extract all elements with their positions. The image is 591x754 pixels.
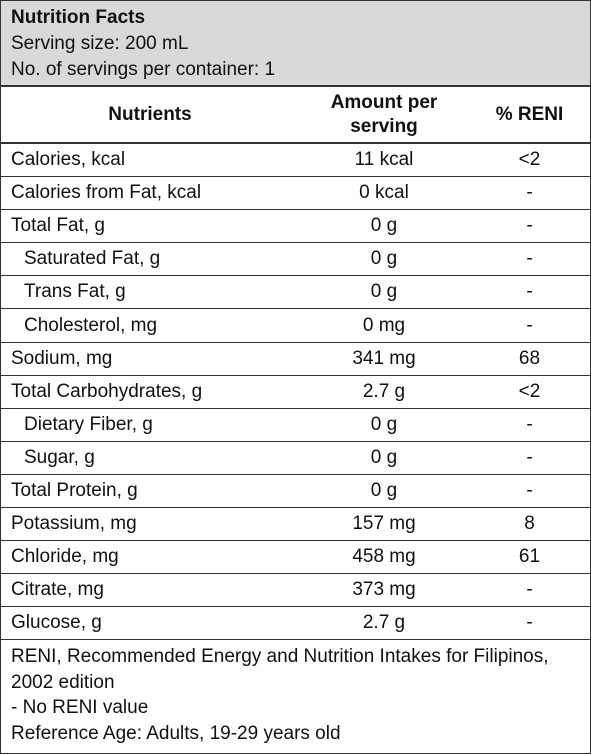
nutrient: Glucose, g <box>11 612 102 634</box>
footnote: RENI, Recommended Energy and Nutrition I… <box>11 646 549 693</box>
nutrient: Saturated Fat, g <box>24 248 161 270</box>
reni: - <box>526 446 533 468</box>
column-header: % RENI <box>495 103 564 125</box>
nutrient: Potassium, mg <box>11 513 137 535</box>
amount: 0 mg <box>362 314 406 336</box>
column-header: Nutrients <box>108 103 192 125</box>
nutrient: Sugar, g <box>24 446 95 468</box>
amount: 2.7 g <box>362 612 406 634</box>
amount: 458 mg <box>352 546 416 568</box>
table-row: Citrate, mg 373 mg - <box>1 574 590 608</box>
nutrient: Citrate, mg <box>11 579 104 601</box>
serving-size: Serving size: 200 mL <box>11 33 189 54</box>
table-row: Total Fat, g 0 g - <box>1 210 590 244</box>
nutrient: Dietary Fiber, g <box>24 413 153 435</box>
servings-per-container: No. of servings per container: 1 <box>11 59 276 80</box>
nutrient: Cholesterol, mg <box>24 314 158 336</box>
reni: 68 <box>518 347 541 369</box>
reni: 61 <box>518 546 541 568</box>
reni: - <box>526 248 533 270</box>
reni: - <box>526 281 533 303</box>
table-row: Potassium, mg 157 mg 8 <box>1 508 590 542</box>
reni: - <box>526 314 533 336</box>
amount: 373 mg <box>352 579 416 601</box>
amount: 341 mg <box>352 347 416 369</box>
table-row: Calories from Fat, kcal 0 kcal - <box>1 177 590 211</box>
amount: 0 g <box>370 248 398 270</box>
amount: 2.7 g <box>362 380 406 402</box>
table-row: Total Carbohydrates, g 2.7 g <2 <box>1 376 590 409</box>
reni: 8 <box>524 513 535 535</box>
amount: 0 kcal <box>359 182 409 204</box>
nutrient: Trans Fat, g <box>24 281 126 303</box>
nutrient: Calories from Fat, kcal <box>11 182 202 204</box>
reni: - <box>526 479 533 501</box>
reni: <2 <box>518 380 541 402</box>
column-header: Amount per serving <box>330 91 438 137</box>
reni: - <box>526 215 533 237</box>
table-row: Cholesterol, mg 0 mg - <box>1 309 590 343</box>
table-row: Saturated Fat, g 0 g - <box>1 243 590 277</box>
nutrient: Total Fat, g <box>11 215 105 237</box>
amount: 157 mg <box>352 513 416 535</box>
table-row: Sugar, g 0 g - <box>1 442 590 475</box>
nutrient: Sodium, mg <box>11 347 113 369</box>
amount: 0 g <box>370 479 398 501</box>
footer: RENI, Recommended Energy and Nutrition I… <box>1 640 590 746</box>
table-row: Total Protein, g 0 g - <box>1 475 590 509</box>
table-row: Chloride, mg 458 mg 61 <box>1 541 590 575</box>
table-row: Trans Fat, g 0 g - <box>1 276 590 310</box>
reni: - <box>526 413 533 435</box>
table-row: Dietary Fiber, g 0 g - <box>1 409 590 442</box>
footnote: - No RENI value <box>11 697 149 719</box>
amount: 0 g <box>370 413 398 435</box>
footnote: Reference Age: Adults, 19-29 years old <box>11 722 341 744</box>
table-row: Calories, kcal 11 kcal <2 <box>1 144 590 178</box>
title: Nutrition Facts <box>11 7 146 28</box>
nutrient: Chloride, mg <box>11 546 119 568</box>
amount: 0 g <box>370 281 398 303</box>
reni: <2 <box>518 149 541 171</box>
nutrient: Total Carbohydrates, g <box>11 380 203 402</box>
reni: - <box>526 579 533 601</box>
header: Nutrition Facts Serving size: 200 mL No.… <box>1 1 590 87</box>
amount: 0 g <box>370 446 398 468</box>
column-headers: Nutrients Amount per serving % RENI <box>1 87 590 144</box>
amount: 11 kcal <box>354 149 414 171</box>
nutrient: Total Protein, g <box>11 479 138 501</box>
nutrient: Calories, kcal <box>11 149 126 171</box>
table-row: Glucose, g 2.7 g - <box>1 607 590 641</box>
table-body: Calories, kcal 11 kcal <2 Calories from Fat… <box>1 144 590 641</box>
table-row: Sodium, mg 341 mg 68 <box>1 343 590 376</box>
reni: - <box>526 182 533 204</box>
amount: 0 g <box>370 215 398 237</box>
reni: - <box>526 612 533 634</box>
